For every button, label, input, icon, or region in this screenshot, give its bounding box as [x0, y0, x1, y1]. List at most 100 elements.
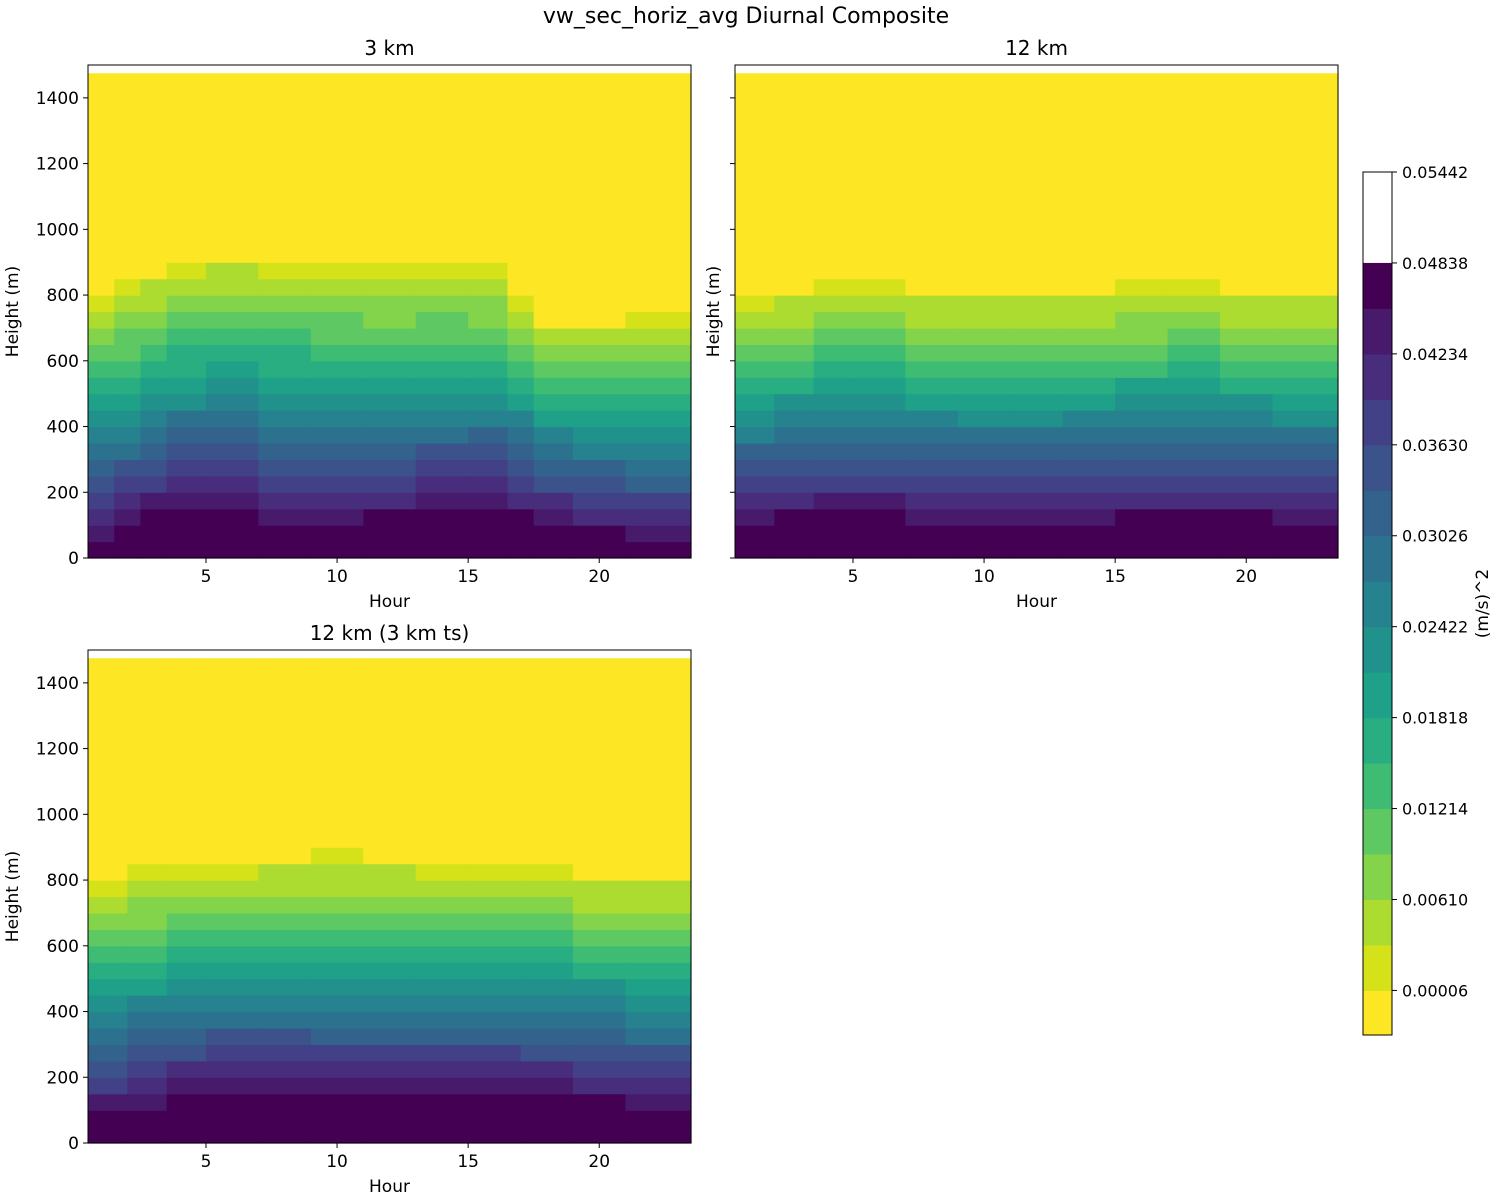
- contour-cell: [127, 863, 168, 881]
- contour-cell: [1010, 377, 1064, 395]
- contour-cell: [468, 1093, 522, 1111]
- contour-cell: [735, 541, 775, 559]
- contour-cell: [1167, 377, 1221, 395]
- contour-cell: [468, 130, 509, 165]
- contour-cell: [166, 475, 207, 493]
- contour-cell: [127, 995, 168, 1013]
- contour-cell: [205, 508, 260, 526]
- contour-cell: [310, 130, 364, 165]
- contour-cell: [1010, 426, 1064, 444]
- contour-cell: [852, 541, 907, 559]
- contour-cell: [166, 426, 207, 444]
- contour-cell: [127, 781, 168, 815]
- contour-cell: [1272, 262, 1339, 280]
- contour-cell: [166, 880, 207, 898]
- contour-cell: [140, 311, 168, 329]
- contour-cell: [166, 459, 207, 477]
- contour-cell: [573, 508, 627, 526]
- contour-cell: [774, 278, 815, 296]
- contour-cell: [852, 163, 907, 198]
- contour-cell: [533, 130, 574, 165]
- contour-cell: [625, 262, 692, 280]
- contour-cell: [573, 978, 627, 996]
- contour-cell: [166, 1126, 207, 1144]
- contour-cell: [88, 377, 115, 395]
- contour-cell: [468, 1044, 522, 1062]
- contour-cell: [957, 360, 1011, 378]
- contour-cell: [468, 426, 509, 444]
- contour-cell: [127, 1110, 168, 1128]
- contour-cell: [957, 393, 1011, 411]
- contour-cell: [905, 130, 959, 165]
- contour-cell: [774, 393, 815, 411]
- contour-cell: [88, 73, 115, 99]
- contour-cell: [88, 278, 115, 296]
- y-tick-label: 0: [68, 549, 79, 569]
- contour-cell: [520, 896, 574, 914]
- contour-field: [88, 658, 692, 1144]
- contour-cell: [533, 97, 574, 132]
- contour-cell: [625, 360, 692, 378]
- contour-cell: [1167, 426, 1221, 444]
- contour-cell: [114, 377, 142, 395]
- contour-cell: [468, 682, 522, 717]
- contour-cell: [205, 929, 260, 947]
- contour-cell: [310, 830, 364, 848]
- contour-cell: [1010, 262, 1064, 280]
- contour-cell: [415, 715, 469, 750]
- contour-cell: [1220, 525, 1274, 543]
- contour-cell: [415, 278, 469, 296]
- contour-cell: [114, 492, 142, 510]
- contour-cell: [415, 426, 469, 444]
- contour-cell: [415, 995, 469, 1013]
- contour-cell: [625, 830, 692, 848]
- contour-cell: [140, 196, 168, 230]
- contour-cell: [520, 847, 574, 865]
- contour-cell: [774, 73, 815, 99]
- contour-cell: [114, 73, 142, 99]
- contour-cell: [1010, 130, 1064, 165]
- contour-cell: [363, 377, 417, 395]
- contour-cell: [205, 1011, 260, 1029]
- contour-cell: [363, 1126, 417, 1144]
- contour-cell: [1272, 525, 1339, 543]
- contour-cell: [957, 262, 1011, 280]
- contour-cell: [415, 1060, 469, 1078]
- contour-cell: [363, 97, 417, 132]
- contour-cell: [625, 245, 692, 263]
- contour-cell: [468, 344, 509, 362]
- contour-cell: [573, 715, 627, 750]
- contour-cell: [88, 492, 115, 510]
- contour-cell: [520, 1110, 574, 1128]
- contour-cell: [127, 847, 168, 865]
- colorbar-segment: [1363, 990, 1392, 1036]
- contour-cell: [363, 978, 417, 996]
- contour-cell: [735, 459, 775, 477]
- contour-cell: [813, 360, 854, 378]
- contour-cell: [166, 1027, 207, 1045]
- contour-cell: [1272, 344, 1339, 362]
- contour-cell: [1062, 377, 1116, 395]
- contour-cell: [625, 492, 692, 510]
- colorbar-tick-label: 0.03630: [1402, 436, 1468, 455]
- contour-cell: [415, 196, 469, 230]
- contour-cell: [957, 508, 1011, 526]
- contour-cell: [1167, 278, 1221, 296]
- contour-cell: [1010, 327, 1064, 345]
- contour-cell: [507, 360, 535, 378]
- y-tick-label: 1200: [36, 155, 79, 175]
- contour-cell: [1115, 295, 1169, 313]
- contour-cell: [415, 475, 469, 493]
- contour-cell: [573, 327, 627, 345]
- contour-cell: [415, 1044, 469, 1062]
- contour-cell: [468, 393, 509, 411]
- contour-cell: [363, 863, 417, 881]
- contour-cell: [625, 229, 692, 247]
- contour-cell: [1220, 492, 1274, 510]
- contour-cell: [415, 262, 469, 280]
- contour-cell: [310, 327, 364, 345]
- x-tick-label: 10: [973, 567, 995, 587]
- contour-cell: [415, 97, 469, 132]
- contour-cell: [363, 658, 417, 684]
- contour-cell: [140, 344, 168, 362]
